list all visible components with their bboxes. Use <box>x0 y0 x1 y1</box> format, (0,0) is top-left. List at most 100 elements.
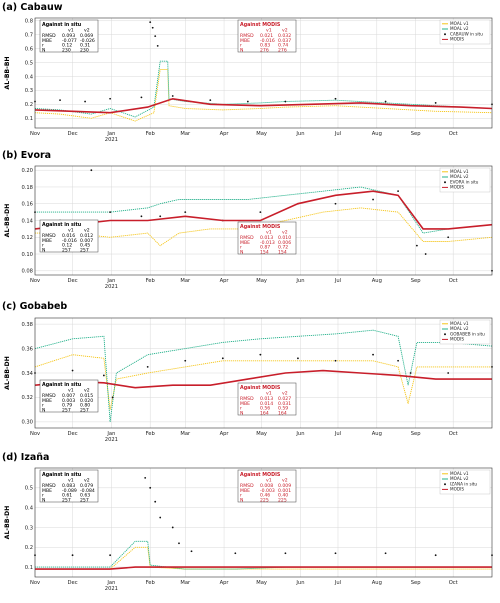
insitu-point <box>159 516 162 519</box>
stats-col-header: v1 <box>266 28 272 34</box>
y-tick-label: 0.36 <box>21 346 33 352</box>
stats-value-v2: 0.069 <box>80 33 93 39</box>
insitu-point <box>397 359 399 362</box>
legend-marker <box>444 181 446 184</box>
panel-title: (c) Gobabeb <box>2 301 67 312</box>
y-tick-label: 0.20 <box>21 168 33 174</box>
insitu-point <box>447 372 450 374</box>
y-tick-label: 0.2 <box>25 102 33 108</box>
panel-title: (b) Evora <box>2 150 51 161</box>
x-tick-label: Jul <box>334 580 341 586</box>
insitu-point <box>59 99 61 102</box>
stats-box-frame <box>39 469 99 503</box>
y-axis-label: AL-BB-DH <box>4 204 11 238</box>
x-tick-label: Jan <box>106 278 115 284</box>
stats-value-v1: 257 <box>62 247 71 253</box>
stats-value-v2: 154 <box>278 249 287 255</box>
x-tick-label: Oct <box>449 131 458 137</box>
plot-frame <box>34 17 493 129</box>
y-tick-label: 0.14 <box>21 218 33 224</box>
stats-col-header: v2 <box>84 478 90 484</box>
panel-title: (a) Cabauw <box>2 2 63 13</box>
legend-label: EVORA in situ <box>450 179 479 184</box>
stats-row-label: RMSD <box>240 483 254 489</box>
x-tick-label: Aug <box>372 278 382 284</box>
insitu-point <box>434 102 437 104</box>
stats-row-label: r <box>42 243 44 249</box>
stats-row-label: r <box>42 403 44 409</box>
stats-col-header: v2 <box>282 28 288 34</box>
legend-label: MOAL v2 <box>450 174 469 179</box>
stats-row-label: RMSD <box>240 396 254 402</box>
x-tick-label: Jun <box>295 580 304 586</box>
x-tick-label: Jan <box>106 580 115 586</box>
stats-row-label: MBE <box>42 38 52 44</box>
stats-box-frame <box>237 19 297 53</box>
stats-value-v2: 0.31 <box>80 43 90 49</box>
legend-label: MOAL v1 <box>450 471 469 476</box>
stats-row-label: N <box>240 47 243 53</box>
x-tick-label: Dec <box>68 431 78 437</box>
stats-row-label: RMSD <box>42 233 56 239</box>
legend-label: MODIS <box>450 337 464 342</box>
insitu-point <box>140 96 143 99</box>
stats-title: Against in situ <box>42 22 82 28</box>
stats-row-label: N <box>42 407 45 413</box>
stats-row-label: r <box>240 406 242 412</box>
insitu-point <box>149 486 152 489</box>
x-tick-label: May <box>256 131 267 137</box>
stats-value-v1: 0.61 <box>62 493 72 499</box>
x-tick-label: Aug <box>372 431 382 437</box>
stats-value-v1: 0.013 <box>260 396 273 402</box>
stats-value-v2: 0.001 <box>278 488 291 494</box>
stats-row-label: N <box>240 410 243 416</box>
stats-value-v1: 0.003 <box>62 398 75 404</box>
legend-label: MODIS <box>450 37 464 42</box>
x-tick-label: Oct <box>449 580 458 586</box>
stats-value-v1: -0.089 <box>62 488 77 494</box>
x-tick-label: Jul <box>334 278 341 284</box>
stats-value-v2: 0.032 <box>278 33 291 39</box>
series-line-1 <box>34 60 493 118</box>
stats-row-label: N <box>42 247 45 253</box>
stats-value-v1: 154 <box>260 249 269 255</box>
stats-row-label: N <box>42 47 45 53</box>
insitu-point <box>297 357 299 360</box>
legend-marker <box>444 483 446 486</box>
insitu-point <box>84 100 86 103</box>
stats-value-v1: 0.46 <box>260 493 270 499</box>
insitu-point <box>184 211 187 214</box>
y-tick-label: 0.4 <box>25 74 34 80</box>
x-tick-label: Apr <box>220 131 230 137</box>
stats-value-v2: -0.084 <box>80 488 95 494</box>
insitu-point <box>415 244 418 247</box>
legend-label: MODIS <box>450 487 464 492</box>
insitu-point <box>102 374 105 377</box>
stats-value-v1: 0.87 <box>260 245 270 251</box>
stats-value-v2: 0.010 <box>278 235 291 241</box>
stats-value-v1: 0.83 <box>260 43 270 49</box>
y-tick-label: 0.6 <box>25 46 33 52</box>
y-tick-label: 0.30 <box>21 420 33 426</box>
insitu-point <box>234 552 237 555</box>
insitu-point <box>409 372 412 374</box>
series-line-3 <box>34 97 493 114</box>
stats-value-v1: 0.12 <box>62 243 72 249</box>
x-tick-label: Feb <box>146 431 156 437</box>
legend-label: CABAUW in situ <box>450 31 483 36</box>
stats-value-v2: 0.007 <box>80 238 93 244</box>
x-tick-label: Oct <box>449 278 458 284</box>
stats-value-v1: 0.79 <box>62 403 72 409</box>
stats-value-v2: 257 <box>80 497 89 503</box>
legend-box <box>439 319 491 345</box>
y-axis-label: AL-BB-BH <box>4 56 11 89</box>
stats-value-v2: 257 <box>80 407 89 413</box>
y-tick-label: 0.1 <box>25 565 33 571</box>
stats-value-v1: -0.016 <box>260 38 275 44</box>
